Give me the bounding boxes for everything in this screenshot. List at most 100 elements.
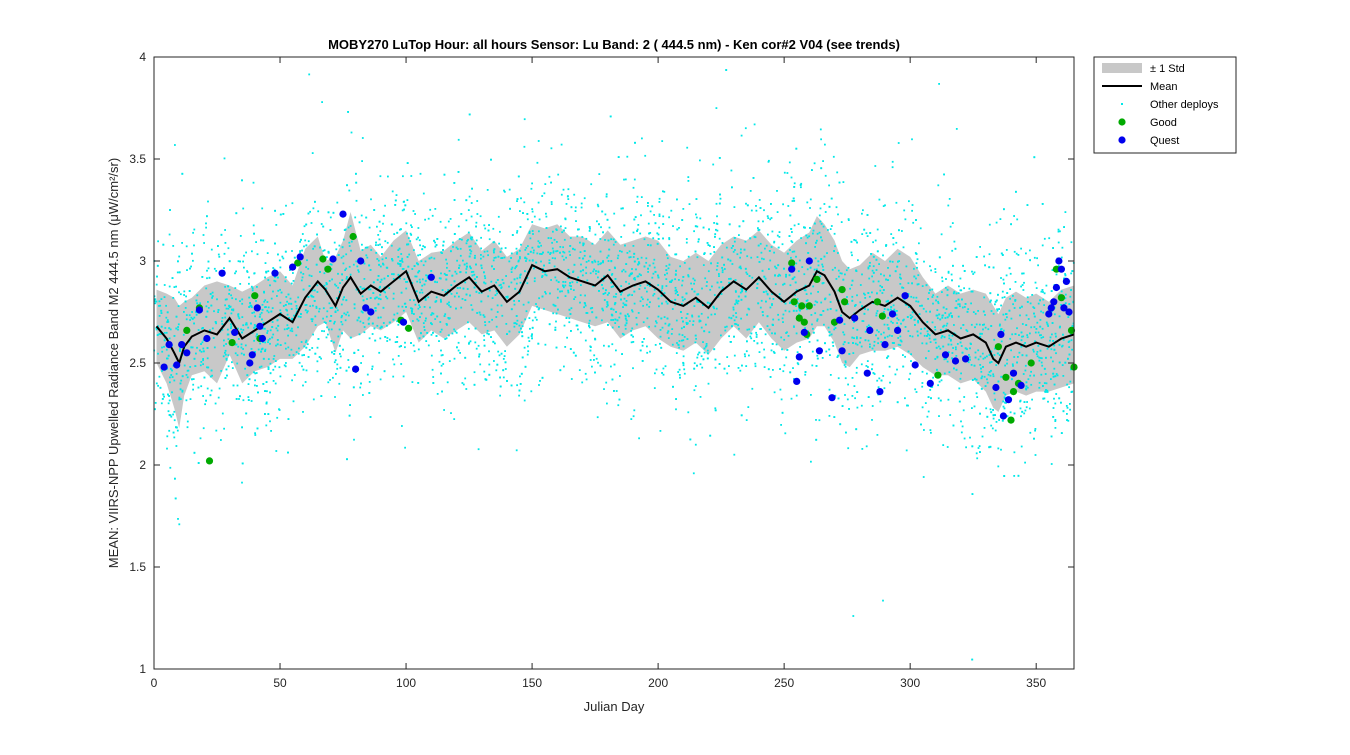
other-deploy-point — [759, 306, 762, 309]
other-deploy-point — [928, 292, 930, 294]
other-deploy-point — [801, 266, 804, 268]
other-deploy-point — [1053, 367, 1056, 370]
other-deploy-point — [588, 230, 591, 232]
other-deploy-point — [1071, 325, 1074, 327]
other-deploy-point — [723, 268, 726, 270]
other-deploy-point — [926, 330, 929, 333]
other-deploy-point — [995, 364, 998, 366]
other-deploy-point — [981, 352, 984, 355]
other-deploy-point — [1035, 287, 1038, 289]
other-deploy-point — [636, 257, 639, 260]
other-deploy-point — [374, 297, 376, 300]
other-deploy-point — [971, 270, 973, 273]
other-deploy-point — [972, 311, 975, 313]
other-deploy-point — [1016, 218, 1019, 221]
other-deploy-point — [649, 232, 652, 234]
other-deploy-point — [578, 257, 581, 259]
other-deploy-point — [256, 286, 258, 288]
other-deploy-point — [961, 298, 963, 301]
other-deploy-point — [491, 265, 493, 268]
other-deploy-point — [901, 230, 903, 232]
other-deploy-point — [220, 370, 223, 372]
other-deploy-point — [945, 328, 948, 331]
other-deploy-point — [1013, 250, 1016, 253]
other-deploy-point — [1020, 339, 1023, 342]
other-deploy-point — [413, 249, 415, 251]
other-deploy-point — [851, 299, 854, 302]
other-deploy-point — [321, 101, 323, 103]
other-deploy-point — [568, 321, 571, 324]
other-deploy-point — [668, 244, 671, 247]
other-deploy-point — [397, 355, 400, 357]
other-deploy-point — [763, 209, 765, 212]
other-deploy-point — [545, 215, 548, 218]
other-deploy-point — [968, 287, 971, 290]
other-deploy-point — [181, 390, 184, 393]
other-deploy-point — [500, 304, 503, 307]
other-deploy-point — [234, 287, 237, 289]
other-deploy-point — [793, 265, 796, 268]
other-deploy-point — [457, 138, 460, 141]
other-deploy-point — [973, 364, 976, 367]
other-deploy-point — [776, 234, 779, 237]
other-deploy-point — [608, 248, 611, 251]
other-deploy-point — [348, 189, 351, 192]
other-deploy-point — [414, 275, 417, 278]
other-deploy-point — [1005, 313, 1007, 315]
other-deploy-point — [908, 378, 910, 381]
other-deploy-point — [926, 335, 928, 337]
other-deploy-point — [899, 276, 901, 279]
other-deploy-point — [200, 361, 203, 363]
other-deploy-point — [1030, 326, 1033, 329]
other-deploy-point — [362, 394, 364, 396]
other-deploy-point — [1026, 401, 1028, 403]
other-deploy-point — [1001, 419, 1004, 422]
other-deploy-point — [254, 432, 256, 435]
other-deploy-point — [262, 321, 265, 324]
other-deploy-point — [736, 253, 739, 256]
other-deploy-point — [251, 312, 254, 314]
other-deploy-point — [896, 401, 899, 404]
other-deploy-point — [483, 224, 486, 227]
other-deploy-point — [541, 376, 544, 379]
other-deploy-point — [948, 371, 951, 374]
other-deploy-point — [227, 354, 230, 357]
other-deploy-point — [960, 327, 962, 330]
other-deploy-point — [515, 265, 518, 267]
other-deploy-point — [325, 282, 328, 284]
other-deploy-point — [355, 288, 358, 291]
other-deploy-point — [900, 340, 903, 343]
other-deploy-point — [484, 282, 487, 285]
other-deploy-point — [342, 238, 345, 241]
other-deploy-point — [195, 313, 198, 316]
other-deploy-point — [158, 305, 160, 307]
other-deploy-point — [1070, 241, 1073, 244]
other-deploy-point — [947, 204, 950, 207]
other-deploy-point — [945, 308, 948, 310]
other-deploy-point — [873, 340, 876, 343]
other-deploy-point — [884, 204, 886, 207]
other-deploy-point — [1037, 345, 1040, 347]
other-deploy-point — [205, 287, 208, 290]
other-deploy-point — [539, 380, 541, 382]
other-deploy-point — [476, 213, 479, 215]
other-deploy-point — [912, 221, 915, 224]
other-deploy-point — [647, 202, 649, 204]
other-deploy-point — [796, 298, 799, 300]
other-deploy-point — [313, 300, 316, 302]
other-deploy-point — [441, 289, 444, 291]
other-deploy-point — [694, 341, 697, 344]
other-deploy-point — [1052, 247, 1054, 249]
other-deploy-point — [942, 325, 945, 328]
other-deploy-point — [756, 256, 759, 258]
other-deploy-point — [421, 284, 424, 287]
other-deploy-point — [713, 251, 716, 253]
other-deploy-point — [419, 291, 421, 294]
other-deploy-point — [621, 270, 623, 273]
other-deploy-point — [897, 325, 900, 328]
other-deploy-point — [201, 276, 204, 278]
other-deploy-point — [723, 263, 725, 266]
other-deploy-point — [315, 307, 318, 309]
other-deploy-point — [929, 429, 932, 431]
other-deploy-point — [886, 323, 889, 326]
